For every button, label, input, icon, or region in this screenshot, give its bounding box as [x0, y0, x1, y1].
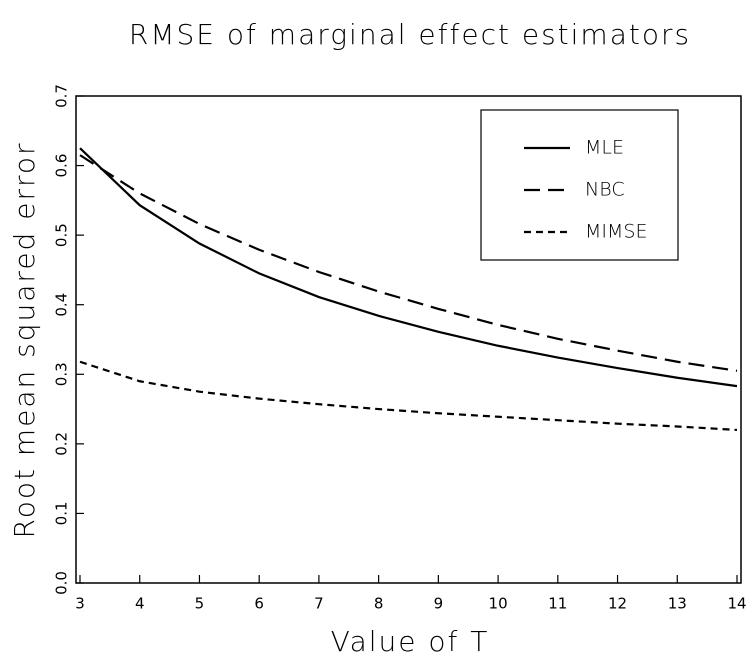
legend-label: MLE [585, 137, 624, 159]
plot-frame [75, 95, 742, 584]
x-tick-label: 8 [374, 595, 384, 613]
x-tick-label: 7 [314, 595, 324, 613]
line-series [79, 360, 738, 432]
x-tick-label: 10 [489, 595, 508, 613]
chart-title: RMSE of marginal effect estimators [129, 18, 691, 51]
y-tick-label: 0.5 [53, 223, 71, 247]
x-tick-label: 11 [548, 595, 567, 613]
y-axis-label: Root mean squared error [8, 142, 41, 539]
line-series [79, 147, 738, 388]
x-tick-label: 13 [668, 595, 687, 613]
y-tick-label: 0.0 [53, 571, 71, 595]
x-tick-label: 4 [135, 595, 145, 613]
y-tick-label: 0.1 [53, 501, 71, 525]
x-tick-label: 6 [254, 595, 264, 613]
x-tick-label: 14 [727, 595, 746, 613]
x-tick-label: 12 [608, 595, 627, 613]
line-series [79, 154, 738, 372]
legend-box [480, 109, 679, 261]
y-tick-label: 0.6 [53, 154, 71, 178]
x-tick-label: 5 [195, 595, 205, 613]
legend-label: NBC [585, 179, 625, 201]
y-tick-label: 0.7 [53, 84, 71, 108]
x-tick-label: 3 [75, 595, 85, 613]
x-axis-label: Value of T [331, 625, 490, 658]
y-tick-label: 0.2 [53, 432, 71, 456]
x-tick-label: 9 [434, 595, 444, 613]
legend-label: MIMSE [585, 221, 647, 243]
y-tick-label: 0.4 [53, 293, 71, 317]
y-tick-label: 0.3 [53, 362, 71, 386]
